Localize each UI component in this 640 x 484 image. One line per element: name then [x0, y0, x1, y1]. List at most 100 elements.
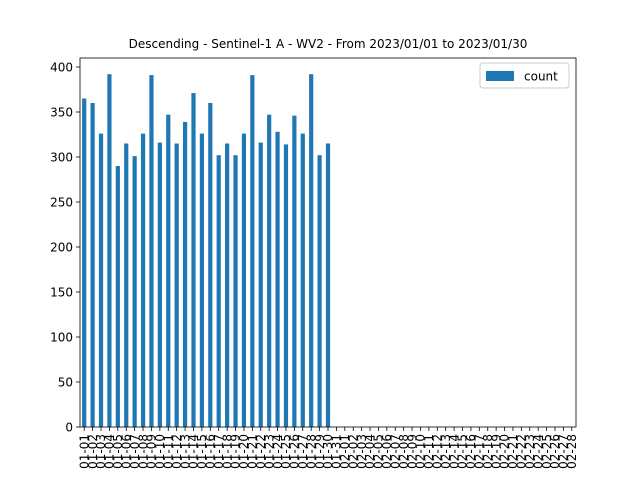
x-tick-label-01-02: 01-02 [86, 434, 100, 469]
x-tick-label-01-23: 01-23 [262, 434, 276, 469]
bar-01-20 [241, 133, 247, 427]
bar-01-22 [258, 142, 263, 427]
x-tick-label-01-09: 01-09 [145, 434, 159, 469]
y-tick-label-300: 300 [50, 151, 73, 165]
x-tick-label-01-08: 01-08 [136, 434, 150, 469]
bar-01-05 [115, 166, 120, 427]
x-tick-label-02-01: 02-01 [338, 434, 352, 469]
x-tick-label-01-27: 01-27 [296, 434, 310, 469]
bars-layer [82, 74, 331, 428]
x-tick-label-01-24: 01-24 [271, 434, 285, 469]
bar-01-24 [275, 131, 280, 428]
y-tick-label-150: 150 [50, 286, 73, 300]
x-tick-label-02-21: 02-21 [506, 434, 520, 469]
x-tick-label-02-15: 02-15 [456, 434, 470, 469]
x-tick-label-02-06: 02-06 [380, 434, 394, 469]
bar-01-03 [98, 133, 104, 427]
x-tick-label-01-20: 01-20 [237, 434, 251, 469]
x-tick-label-02-07: 02-07 [388, 434, 402, 469]
x-tick-label-02-25: 02-25 [540, 434, 554, 469]
x-tick-label-02-23: 02-23 [523, 434, 537, 469]
bar-01-27 [300, 133, 305, 427]
bar-01-12 [174, 143, 179, 427]
axes-layer: 05010015020025030035040001-0101-0201-030… [50, 57, 579, 469]
bar-01-08 [140, 133, 146, 427]
bar-01-28 [309, 74, 314, 427]
x-tick-label-02-08: 02-08 [397, 434, 411, 469]
x-tick-label-01-21: 01-21 [246, 434, 260, 469]
bar-01-04 [107, 74, 112, 427]
x-tick-label-01-03: 01-03 [94, 434, 108, 469]
x-tick-label-01-28: 01-28 [304, 434, 318, 469]
x-tick-label-01-17: 01-17 [212, 434, 226, 469]
x-tick-label-02-11: 02-11 [422, 434, 436, 469]
x-tick-label-02-20: 02-20 [498, 434, 512, 469]
x-tick-label-01-19: 01-19 [229, 434, 243, 469]
y-tick-label-0: 0 [65, 421, 73, 435]
x-tick-label-02-03: 02-03 [355, 434, 369, 469]
x-tick-label-02-24: 02-24 [531, 434, 545, 469]
x-tick-label-01-04: 01-04 [103, 434, 117, 469]
x-tick-label-02-18: 02-18 [481, 434, 495, 469]
x-tick-label-01-12: 01-12 [170, 434, 184, 469]
bar-01-23 [267, 114, 272, 427]
bar-01-30 [325, 143, 331, 427]
legend: count [479, 62, 570, 89]
bar-01-16 [208, 103, 213, 427]
y-tick-label-350: 350 [50, 106, 73, 120]
x-tick-label-02-14: 02-14 [447, 434, 461, 469]
bar-01-17 [216, 155, 221, 427]
x-tick-label-01-25: 01-25 [279, 434, 293, 469]
bar-01-13 [182, 121, 188, 428]
bar-01-01 [82, 98, 87, 427]
chart-title: Descending - Sentinel-1 A - WV2 - From 2… [129, 37, 528, 51]
y-tick-label-200: 200 [50, 241, 73, 255]
x-tick-label-01-31: 01-31 [330, 434, 344, 469]
x-tick-label-02-27: 02-27 [557, 434, 571, 469]
bar-01-11 [166, 114, 171, 427]
y-tick-label-100: 100 [50, 331, 73, 345]
x-tick-label-02-22: 02-22 [515, 434, 529, 469]
x-tick-label-01-29: 01-29 [313, 434, 327, 469]
x-tick-label-02-19: 02-19 [489, 434, 503, 469]
x-tick-label-01-22: 01-22 [254, 434, 268, 469]
bar-01-06 [124, 143, 129, 427]
x-tick-label-01-07: 01-07 [128, 434, 142, 469]
legend-box [479, 62, 570, 89]
x-tick-label-01-01: 01-01 [77, 434, 91, 469]
bar-01-25 [283, 144, 289, 427]
bar-01-29 [317, 155, 322, 427]
y-tick-label-50: 50 [58, 376, 73, 390]
bar-01-18 [225, 143, 230, 427]
x-tick-label-02-10: 02-10 [414, 434, 428, 469]
bar-01-15 [199, 133, 204, 427]
x-tick-label-01-16: 01-16 [204, 434, 218, 469]
x-tick-label-02-26: 02-26 [548, 434, 562, 469]
x-tick-label-01-18: 01-18 [220, 434, 234, 469]
x-tick-label-02-02: 02-02 [346, 434, 360, 469]
y-tick-label-250: 250 [50, 196, 73, 210]
x-tick-label-02-13: 02-13 [439, 434, 453, 469]
x-tick-label-01-30: 01-30 [321, 434, 335, 469]
bar-01-02 [90, 103, 95, 427]
bar-01-19 [233, 155, 238, 427]
x-tick-label-02-04: 02-04 [363, 434, 377, 469]
bar-01-26 [292, 115, 297, 427]
bar-01-21 [250, 75, 255, 427]
bar-01-07 [132, 156, 137, 427]
x-tick-label-02-28: 02-28 [565, 434, 579, 469]
x-tick-label-01-06: 01-06 [119, 434, 133, 469]
x-tick-label-01-15: 01-15 [195, 434, 209, 469]
legend-swatch-count [486, 71, 514, 81]
x-tick-label-02-09: 02-09 [405, 434, 419, 469]
x-tick-label-01-13: 01-13 [178, 434, 192, 469]
x-tick-label-02-16: 02-16 [464, 434, 478, 469]
bar-01-09 [149, 75, 154, 427]
x-tick-label-01-05: 01-05 [111, 434, 125, 469]
x-tick-label-02-05: 02-05 [372, 434, 386, 469]
bar-01-10 [157, 142, 162, 427]
bar-01-14 [191, 93, 196, 427]
legend-label-count: count [524, 70, 558, 84]
x-tick-label-01-10: 01-10 [153, 434, 167, 469]
